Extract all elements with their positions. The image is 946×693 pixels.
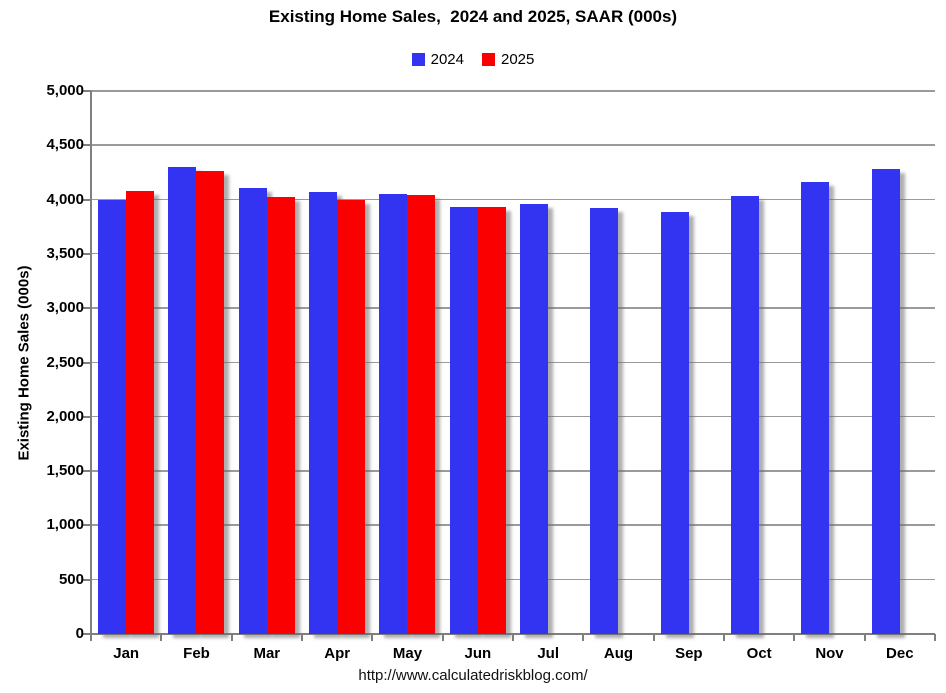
x-tick-mark: [160, 634, 163, 641]
bar-2024-jul: [520, 203, 548, 634]
x-tick-mark: [441, 634, 444, 641]
gridline-3,000: [91, 307, 935, 309]
y-tick-label: 3,500: [46, 244, 84, 262]
x-tick-mark: [230, 634, 233, 641]
bar-2024-aug: [590, 208, 619, 634]
y-tick-label: 2,500: [46, 353, 84, 371]
gridline-3,500: [91, 252, 935, 255]
x-tick-mark: [863, 634, 866, 641]
gridline-2,500: [91, 361, 935, 363]
bar-2025-jan: [126, 190, 154, 634]
gridline-4,000: [91, 198, 935, 201]
x-tick-label-feb: Feb: [183, 645, 210, 662]
x-tick-label-jan: Jan: [113, 645, 140, 662]
bar-2024-sep: [660, 211, 689, 634]
gridline-1,500: [91, 470, 935, 472]
x-tick-label-may: May: [392, 645, 423, 662]
bar-2025-feb: [196, 171, 225, 634]
bar-2024-feb: [168, 167, 197, 634]
gridline-1,000: [91, 524, 935, 526]
x-tick-mark: [512, 634, 514, 641]
bar-2024-may: [379, 194, 408, 634]
x-tick-mark: [793, 634, 796, 641]
x-tick-label-mar: Mar: [253, 645, 281, 662]
y-axis-line: [90, 91, 92, 636]
y-tick-mark: [83, 415, 91, 418]
bar-2024-mar: [238, 187, 267, 634]
legend-item-2025: 2025: [482, 51, 534, 68]
bar-2024-dec: [871, 169, 900, 634]
bar-2025-mar: [266, 197, 295, 634]
x-tick-label-sep: Sep: [675, 645, 703, 662]
x-tick-mark: [371, 634, 374, 641]
y-tick-label: 5,000: [46, 82, 84, 99]
y-tick-label: 3,000: [46, 299, 84, 317]
x-tick-mark: [723, 634, 725, 641]
gridline-2,000: [91, 415, 935, 418]
y-tick-mark: [83, 361, 91, 364]
y-tick-mark: [83, 252, 91, 255]
x-tick-label-jun: Jun: [464, 645, 492, 662]
y-tick-mark: [83, 144, 91, 147]
y-tick-label: 1,500: [46, 462, 84, 480]
y-tick-label: 4,000: [46, 190, 84, 208]
bar-2025-apr: [337, 199, 365, 634]
y-tick-mark: [83, 633, 91, 635]
y-tick-label: 4,500: [46, 136, 84, 154]
bar-2024-apr: [309, 191, 337, 634]
x-tick-mark: [90, 634, 92, 641]
y-tick-mark: [83, 90, 91, 92]
x-tick-label-jul: Jul: [537, 645, 559, 662]
bar-2025-jun: [477, 207, 506, 634]
y-tick-mark: [83, 307, 91, 310]
legend-swatch-2024-icon: [411, 53, 425, 66]
x-tick-mark: [934, 634, 936, 641]
legend-label-2025: 2025: [501, 51, 535, 68]
y-tick-label: 500: [58, 570, 84, 588]
y-tick-mark: [83, 524, 91, 527]
gridline-4,500: [91, 144, 935, 146]
chart-title: Existing Home Sales, 2024 and 2025, SAAR…: [268, 7, 678, 26]
y-tick-mark: [83, 198, 91, 201]
legend-item-2024: 2024: [411, 51, 464, 68]
x-tick-label-apr: Apr: [324, 645, 351, 662]
x-tick-mark: [652, 634, 655, 641]
legend-label-2024: 2024: [430, 51, 464, 68]
bar-2024-nov: [801, 182, 830, 634]
bar-2024-oct: [731, 196, 759, 634]
y-tick-mark: [83, 578, 91, 581]
x-tick-mark: [582, 634, 585, 641]
legend-swatch-2025-icon: [482, 53, 495, 66]
gridline-5,000: [91, 90, 935, 92]
x-tick-label-dec: Dec: [886, 645, 914, 662]
footer-url: http://www.calculatedriskblog.com/: [358, 667, 588, 684]
bar-2025-may: [407, 195, 436, 634]
bar-2024-jan: [98, 199, 126, 634]
y-tick-label: 2,000: [46, 407, 84, 425]
bar-2024-jun: [449, 207, 478, 634]
y-tick-label: 1,000: [46, 516, 84, 534]
x-tick-label-nov: Nov: [815, 645, 844, 662]
gridline-500: [91, 578, 935, 581]
legend: 2024 2025: [0, 51, 946, 68]
x-tick-label-oct: Oct: [746, 645, 772, 662]
x-tick-mark: [301, 634, 303, 641]
x-tick-label-aug: Aug: [603, 645, 634, 662]
y-tick-mark: [83, 470, 91, 473]
y-tick-label: 0: [75, 625, 84, 642]
